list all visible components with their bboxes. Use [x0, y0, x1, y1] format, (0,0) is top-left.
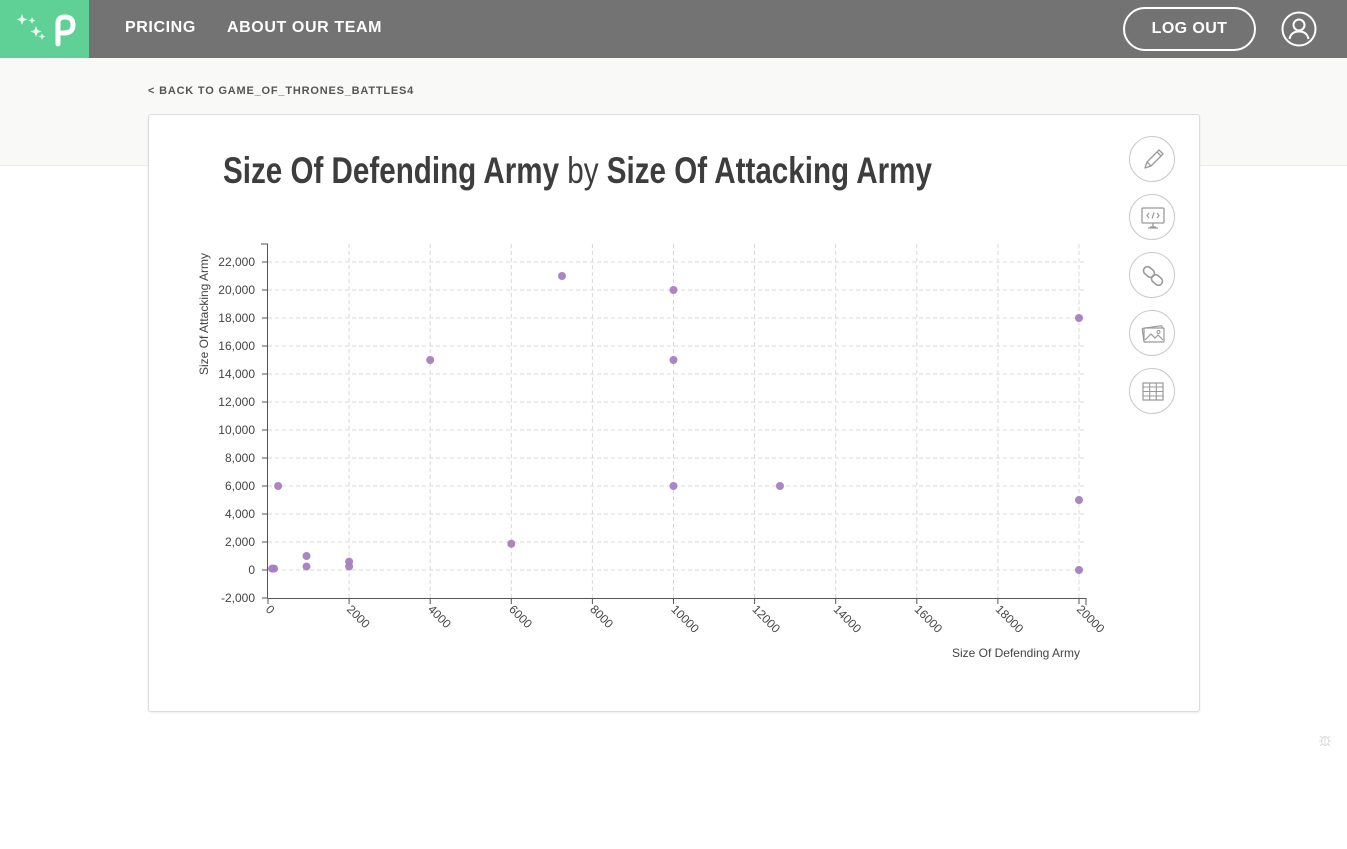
y-tick-label: 22,000: [218, 255, 255, 269]
scatter-point[interactable]: [669, 356, 678, 364]
embed-code-icon: [1141, 207, 1165, 229]
scatter-point[interactable]: [345, 562, 354, 571]
scatter-point[interactable]: [426, 356, 435, 364]
y-tick-label: -2,000: [221, 591, 255, 605]
download-image-button[interactable]: [1129, 310, 1175, 356]
x-tick-label: 18000: [993, 602, 1027, 636]
share-link-button[interactable]: [1129, 252, 1175, 298]
link-icon: [1142, 265, 1164, 287]
scatter-point[interactable]: [507, 539, 516, 548]
y-tick-label: 2,000: [225, 535, 255, 549]
y-tick-label: 8,000: [225, 451, 255, 465]
y-axis-label: Size Of Attacking Army: [197, 253, 211, 375]
nav-pricing-link[interactable]: PRICING: [125, 19, 196, 36]
x-tick-label: 16000: [912, 602, 946, 636]
scatter-point[interactable]: [270, 564, 279, 573]
nav-about-link[interactable]: ABOUT OUR TEAM: [227, 19, 383, 36]
y-tick-label: 12,000: [218, 395, 255, 409]
x-tick-label: 12000: [749, 602, 783, 636]
y-tick-label: 20,000: [218, 283, 255, 297]
title-part2: Size Of Attacking Army: [606, 150, 932, 191]
x-tick-label: 4000: [425, 602, 454, 631]
scatter-point[interactable]: [1075, 314, 1083, 322]
x-tick-label: 0: [263, 602, 278, 617]
chart-title: Size Of Defending Army by Size Of Attack…: [223, 150, 932, 192]
pencil-icon: [1144, 149, 1164, 169]
logout-button[interactable]: LOG OUT: [1123, 7, 1256, 51]
title-part1: Size Of Defending Army: [223, 150, 560, 191]
y-tick-label: 6,000: [225, 479, 255, 493]
bug-report-icon[interactable]: [1318, 733, 1332, 747]
y-tick-label: 4,000: [225, 507, 255, 521]
top-navbar: PRICING ABOUT OUR TEAM LOG OUT: [0, 0, 1347, 58]
y-tick-label: 16,000: [218, 339, 255, 353]
scatter-point[interactable]: [669, 482, 678, 490]
user-account-icon[interactable]: [1281, 11, 1317, 47]
scatter-point[interactable]: [302, 562, 311, 571]
edit-chart-button[interactable]: [1129, 136, 1175, 182]
embed-code-button[interactable]: [1129, 194, 1175, 240]
x-tick-label: 2000: [344, 602, 373, 631]
scatter-point[interactable]: [669, 286, 678, 294]
x-axis-label: Size Of Defending Army: [952, 646, 1080, 660]
scatter-point[interactable]: [775, 482, 784, 490]
title-by: by: [567, 150, 599, 191]
view-data-button[interactable]: [1129, 368, 1175, 414]
back-link[interactable]: < BACK TO GAME_OF_THRONES_BATTLES4: [148, 85, 415, 97]
scatter-point[interactable]: [557, 272, 566, 280]
scatter-point[interactable]: [1075, 566, 1083, 574]
logo-sparkles-icon: [16, 14, 76, 47]
x-tick-label: 6000: [506, 602, 535, 631]
scatter-point[interactable]: [1075, 496, 1083, 504]
plotly-logo[interactable]: [0, 0, 89, 58]
x-tick-label: 10000: [668, 602, 702, 636]
y-tick-label: 14,000: [218, 367, 255, 381]
image-icon: [1141, 325, 1165, 343]
x-tick-label: 14000: [831, 602, 865, 636]
y-tick-label: 10,000: [218, 423, 255, 437]
x-tick-label: 20000: [1074, 602, 1108, 636]
scatter-point[interactable]: [274, 482, 283, 490]
y-tick-label: 0: [248, 563, 255, 577]
scatter-point[interactable]: [302, 552, 311, 560]
y-tick-label: 18,000: [218, 311, 255, 325]
table-icon: [1142, 382, 1164, 401]
x-tick-label: 8000: [587, 602, 616, 631]
